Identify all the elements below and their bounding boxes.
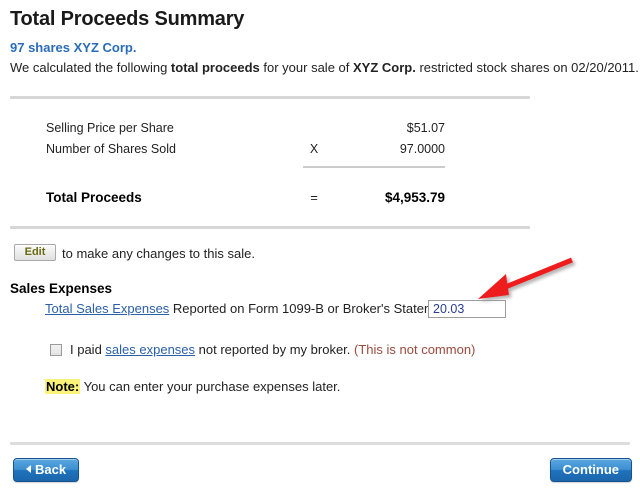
table-row-total: Total Proceeds = $4,953.79 [0, 185, 460, 211]
back-button-label: Back [35, 462, 67, 477]
intro-text-bold-company: XYZ Corp. [353, 60, 416, 75]
intro-text-bold-proceeds: total proceeds [170, 60, 260, 75]
total-sales-expenses-link[interactable]: Total Sales Expenses [45, 301, 170, 316]
edit-button[interactable]: Edit [14, 244, 56, 261]
table-row: Selling Price per Share $51.07 [0, 118, 460, 139]
back-button[interactable]: Back [13, 458, 80, 482]
note-tag: Note: [45, 379, 81, 394]
row-value-selling-price: $51.07 [406, 121, 445, 135]
shares-summary-link[interactable]: 97 shares XYZ Corp. [10, 40, 137, 55]
paid-sales-expenses-row[interactable]: I paid sales expenses not reported by my… [50, 342, 475, 357]
table-row: Number of Shares Sold X 97.0000 [0, 139, 460, 160]
edit-caption-text: to make any changes to this sale. [62, 246, 255, 261]
intro-text: We calculated the following total procee… [10, 60, 639, 75]
row-value-shares-sold: 97.0000 [399, 142, 445, 156]
row-value-total-proceeds: $4,953.79 [384, 190, 445, 205]
sales-expenses-heading: Sales Expenses [10, 281, 113, 296]
chevron-left-icon [26, 465, 31, 473]
row-label-selling-price: Selling Price per Share [46, 121, 174, 135]
checkbox-label-note: (This is not common) [354, 342, 476, 357]
checkbox-label: I paid sales expenses not reported by my… [70, 342, 475, 357]
divider-middle [10, 226, 530, 229]
note-text: You can enter your purchase expenses lat… [80, 379, 341, 394]
sales-expenses-input[interactable] [428, 300, 506, 318]
proceeds-calculation-table: Selling Price per Share $51.07 Number of… [0, 118, 460, 211]
calculation-subtotal-divider [303, 166, 445, 168]
note-row: Note: You can enter your purchase expens… [45, 379, 340, 394]
page-title: Total Proceeds Summary [10, 8, 245, 30]
continue-button[interactable]: Continue [549, 458, 632, 482]
divider-top [10, 96, 530, 99]
sales-expenses-link[interactable]: sales expenses [105, 342, 196, 357]
intro-text-part2: for your sale of [259, 60, 353, 75]
total-sales-expenses-row: Total Sales Expenses Reported on Form 10… [45, 300, 453, 318]
checkbox-label-part2: not reported by my broker. [195, 342, 355, 357]
paid-sales-expenses-checkbox[interactable] [50, 343, 62, 356]
checkbox-label-part1: I paid [70, 342, 106, 357]
row-label-shares-sold: Number of Shares Sold [46, 142, 176, 156]
intro-text-part1: We calculated the following [10, 60, 171, 75]
continue-button-label: Continue [562, 462, 619, 477]
row-operator-total-proceeds: = [310, 190, 318, 205]
row-operator-shares-sold: X [309, 142, 319, 156]
intro-text-part3: restricted stock shares on 02/20/2011. [415, 60, 639, 75]
row-label-total-proceeds: Total Proceeds [46, 190, 142, 205]
divider-bottom [10, 442, 630, 445]
total-sales-expenses-label: Reported on Form 1099-B or Broker's Stat… [169, 301, 453, 316]
